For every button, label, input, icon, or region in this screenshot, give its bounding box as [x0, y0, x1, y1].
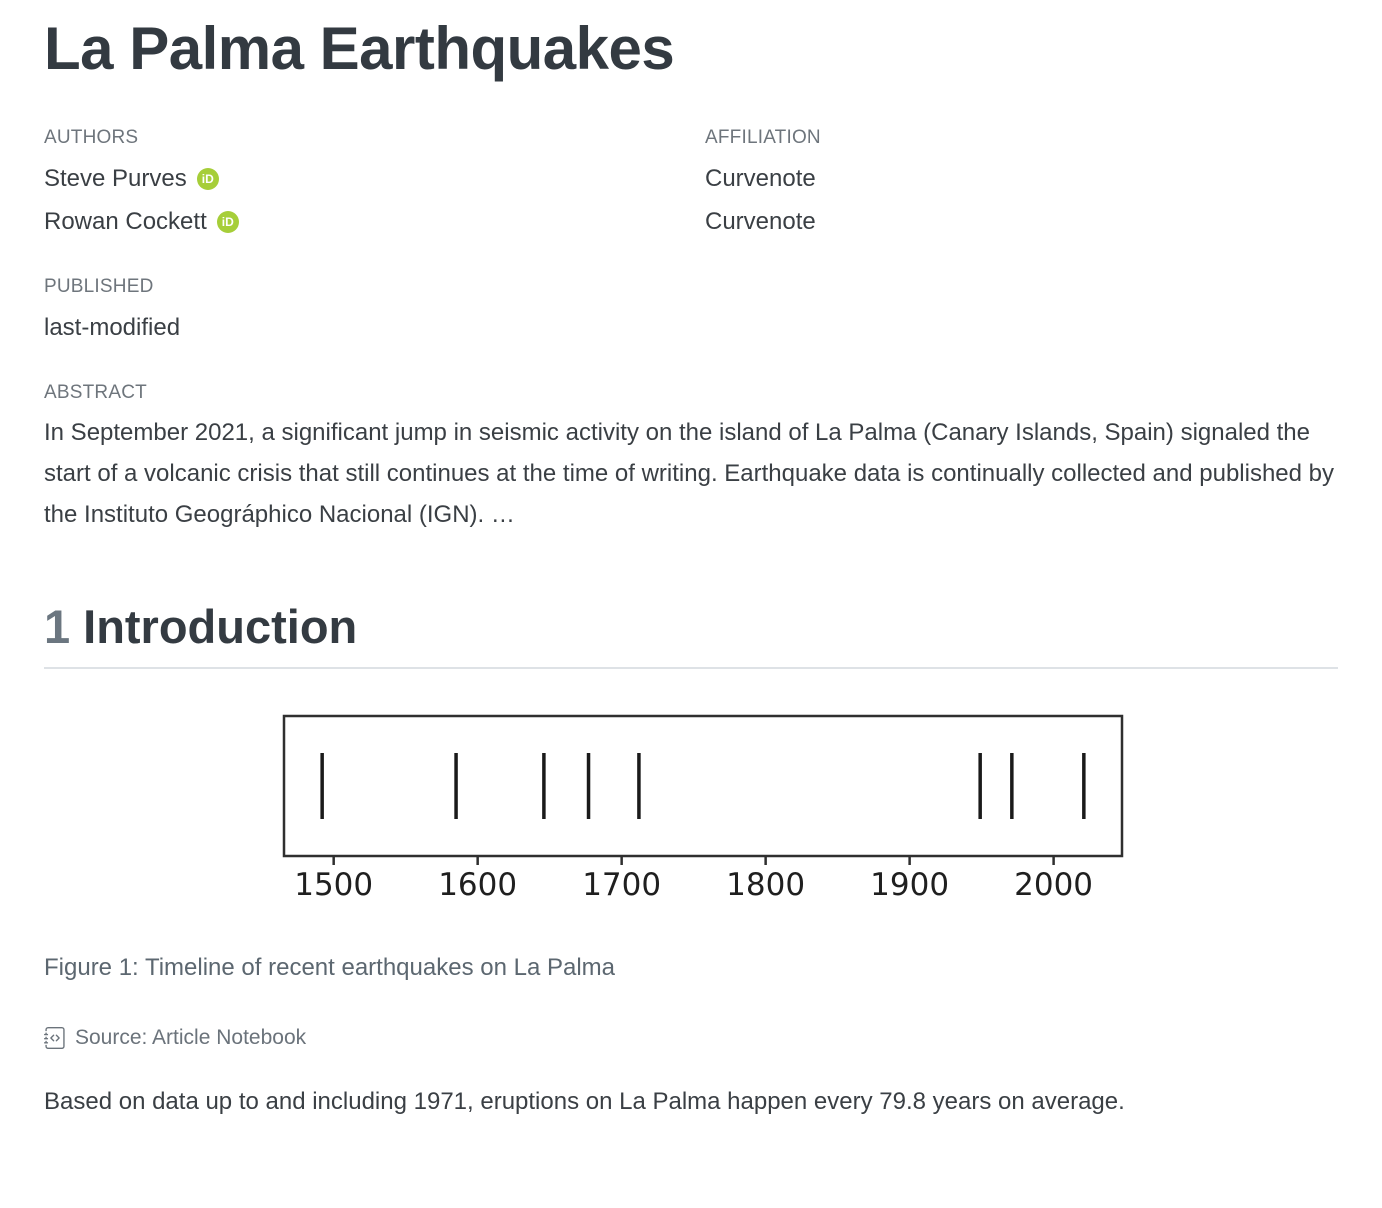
intro-paragraph: Based on data up to and including 1971, …	[44, 1088, 1125, 1115]
authors-affiliation-grid: AUTHORS Steve Purves iD Rowan Cockett iD…	[44, 126, 1338, 243]
published-label: PUBLISHED	[44, 276, 154, 297]
published-row: last-modified	[44, 306, 1338, 349]
figure-1: 1500 1600 1700 1800 1900 2000 Figure 1: Timel…	[44, 714, 1338, 985]
authors-column: AUTHORS Steve Purves iD Rowan Cockett iD	[44, 126, 705, 243]
section-title: Introduction	[83, 600, 358, 653]
section-number: 1	[44, 600, 71, 653]
source-text: Source: Article Notebook	[75, 1026, 307, 1049]
figure-caption: Figure 1: Timeline of recent earthquakes…	[44, 954, 615, 981]
x-tick-label: 1600	[438, 867, 517, 902]
author-name: Steve Purves	[44, 164, 187, 192]
timeline-chart: 1500 1600 1700 1800 1900 2000	[272, 714, 1152, 903]
abstract-label: ABSTRACT	[44, 382, 147, 403]
affiliation-value: Curvenote	[705, 164, 816, 192]
affiliation-row: Curvenote	[705, 200, 1338, 243]
author-name: Rowan Cockett	[44, 207, 207, 235]
affiliation-label: AFFILIATION	[705, 127, 821, 148]
x-tick-label: 1800	[726, 867, 805, 902]
published-value: last-modified	[44, 313, 181, 341]
abstract-text: In September 2021, a significant jump in…	[44, 419, 1335, 528]
x-tick-label: 2000	[1014, 867, 1093, 902]
orcid-icon[interactable]: iD	[216, 210, 239, 233]
source-link[interactable]: Source: Article Notebook	[44, 1025, 306, 1051]
section-heading-introduction: 1 Introduction	[44, 600, 1338, 654]
section-divider	[44, 667, 1338, 669]
affiliation-value: Curvenote	[705, 207, 816, 235]
page-title: La Palma Earthquakes	[44, 15, 675, 82]
x-tick-label: 1900	[870, 867, 949, 902]
abstract-block: ABSTRACT In September 2021, a significan…	[44, 381, 1338, 535]
x-tick-label: 1500	[294, 867, 373, 902]
eruption-timeline-plot: 1500 1600 1700 1800 1900 2000	[282, 714, 1124, 903]
author-row: Rowan Cockett iD	[44, 200, 705, 243]
authors-label: AUTHORS	[44, 127, 139, 148]
article-page: La Palma Earthquakes AUTHORS Steve Purve…	[44, 15, 1338, 1115]
x-tick-label: 1700	[582, 867, 661, 902]
journal-code-icon	[44, 1027, 65, 1049]
affiliation-column: AFFILIATION Curvenote Curvenote	[705, 126, 1338, 243]
author-row: Steve Purves iD	[44, 157, 705, 200]
orcid-icon[interactable]: iD	[196, 167, 219, 190]
published-block: PUBLISHED last-modified	[44, 275, 1338, 349]
affiliation-row: Curvenote	[705, 157, 1338, 200]
